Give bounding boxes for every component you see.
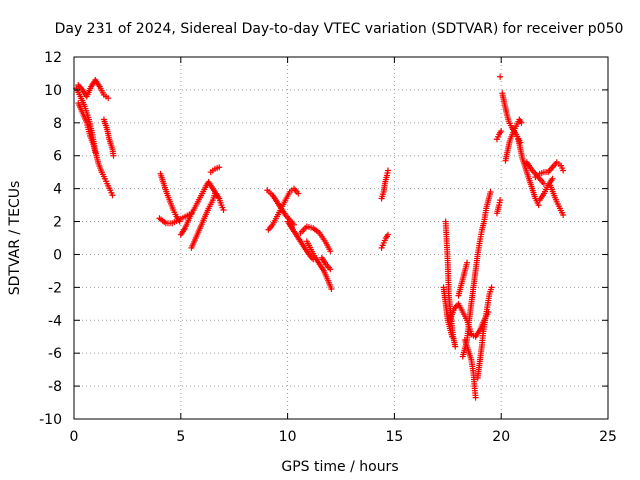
data-point <box>328 286 335 293</box>
data-point <box>216 164 223 171</box>
y-tick-label: -10 <box>39 412 62 428</box>
data-point <box>384 167 391 174</box>
data-point <box>92 149 99 156</box>
y-tick-label: -6 <box>48 346 62 362</box>
data-point <box>560 167 567 174</box>
data-points <box>73 73 567 401</box>
x-axis-label: GPS time / hours <box>281 459 398 475</box>
x-tick-label: 10 <box>279 429 297 445</box>
chart-title: Day 231 of 2024, Sidereal Day-to-day VTE… <box>55 21 624 37</box>
y-tick-label: 2 <box>53 215 62 231</box>
data-point <box>295 190 302 197</box>
data-point <box>488 284 495 291</box>
y-tick-label: 4 <box>53 182 62 198</box>
data-point <box>560 211 567 218</box>
data-point <box>535 202 542 209</box>
data-point <box>109 192 116 199</box>
data-point <box>498 128 505 135</box>
x-tick-label: 20 <box>492 429 510 445</box>
data-point <box>105 95 112 102</box>
x-tick-label: 15 <box>385 429 403 445</box>
data-point <box>485 309 492 316</box>
x-tick-label: 25 <box>599 429 617 445</box>
data-point <box>487 188 494 195</box>
data-point <box>549 175 556 182</box>
data-point <box>472 394 479 401</box>
data-point <box>497 197 504 204</box>
y-tick-label: -4 <box>48 313 62 329</box>
x-tick-label: 5 <box>176 429 185 445</box>
y-tick-label: -2 <box>48 280 62 296</box>
y-tick-label: 10 <box>44 83 62 99</box>
y-axis-label: SDTVAR / TECUs <box>7 181 23 296</box>
gridlines <box>74 57 608 419</box>
y-tick-label: 12 <box>44 50 62 66</box>
data-point <box>540 180 547 187</box>
x-tick-label: 0 <box>70 429 79 445</box>
plot-frame <box>73 56 609 420</box>
data-point <box>384 231 391 238</box>
y-tick-label: 0 <box>53 247 62 263</box>
data-point <box>497 73 504 80</box>
y-tick-label: 6 <box>53 149 62 165</box>
data-point <box>464 259 471 266</box>
data-point <box>220 207 227 214</box>
data-point <box>327 266 334 273</box>
y-tick-label: -8 <box>48 379 62 395</box>
y-tick-label: 8 <box>53 116 62 132</box>
data-point <box>452 343 459 350</box>
axis-ticks: 0 5 10 15 20 25 -10 -8 -6 -4 -2 0 2 4 6 8 10 12 <box>39 50 617 445</box>
data-point <box>110 152 117 159</box>
data-point <box>449 333 456 340</box>
data-point <box>518 119 525 126</box>
data-point <box>327 248 334 255</box>
